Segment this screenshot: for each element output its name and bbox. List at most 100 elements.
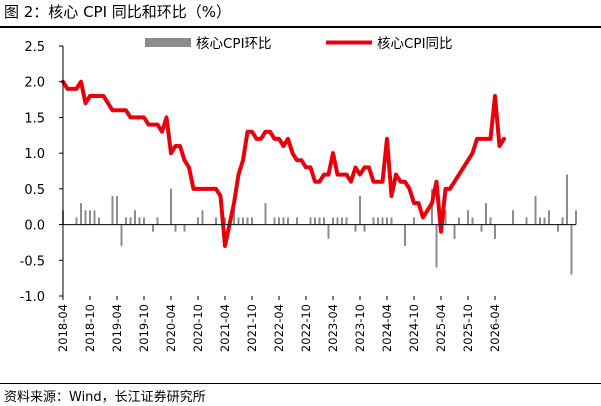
bar-mom — [386, 217, 388, 225]
bar-mom — [125, 217, 127, 225]
bar-mom — [557, 224, 559, 232]
bar-mom — [354, 224, 357, 232]
bar-mom — [273, 217, 276, 225]
bar-mom — [111, 196, 114, 225]
bar-mom — [201, 210, 204, 225]
bar-mom — [377, 217, 379, 225]
ticks-layer: 2.5 2.0 1.5 1.0 0.5 0.0 -0.5 -1.0 2018-04 2018-10… — [20, 40, 502, 352]
bar-mom — [170, 188, 172, 225]
legend: 核心CPI环比 核心CPI同比 — [145, 36, 453, 52]
line-yoy — [61, 79, 506, 248]
y-tick-label: 1.5 — [24, 111, 45, 126]
bar-mom — [525, 217, 528, 225]
bar-mom — [404, 224, 406, 246]
bar-mom — [246, 217, 249, 225]
bar-mom — [116, 196, 118, 225]
bar-mom — [98, 217, 100, 225]
x-tick-label: 2018-04 — [56, 304, 70, 352]
axes-layer — [62, 46, 576, 296]
bar-mom — [75, 217, 78, 225]
bar-mom — [381, 217, 384, 225]
bar-mom — [197, 217, 199, 225]
bar-mom — [278, 217, 280, 225]
bar-mom — [309, 217, 312, 225]
x-tick-label: 2022-10 — [299, 304, 313, 352]
bar-mom — [318, 217, 321, 225]
bar-mom — [485, 203, 487, 225]
bar-mom — [237, 217, 240, 225]
bar-mom — [215, 217, 217, 225]
bar-mom — [327, 224, 330, 239]
bar-mom — [120, 224, 123, 246]
legend-label-bar: 核心CPI环比 — [196, 36, 272, 52]
bar-mom — [264, 203, 267, 225]
bar-mom — [489, 217, 492, 225]
bar-mom — [224, 217, 226, 225]
x-tick-label: 2023-10 — [353, 304, 367, 352]
bar-mom — [359, 196, 361, 225]
x-tick-label: 2019-10 — [137, 304, 151, 352]
bar-mom — [296, 217, 298, 225]
bar-mom — [566, 174, 568, 225]
line-layer — [61, 79, 506, 248]
bar-mom — [242, 217, 244, 225]
x-tick-label: 2026-04 — [488, 304, 502, 352]
bar-mom — [548, 210, 550, 225]
bar-mom — [570, 224, 573, 275]
bar-mom — [453, 224, 456, 239]
bar-mom — [467, 210, 469, 225]
bar-mom — [363, 224, 366, 232]
y-tick-label: -0.5 — [20, 254, 45, 269]
bar-mom — [458, 217, 460, 225]
source-divider — [0, 383, 601, 384]
bar-mom — [134, 210, 136, 225]
bar-mom — [372, 217, 375, 225]
bar-mom — [129, 217, 132, 225]
bar-mom — [534, 196, 537, 225]
chart-title: 图 2：核心 CPI 同比和环比（%） — [4, 3, 232, 21]
bar-mom — [575, 210, 577, 225]
bar-mom — [282, 217, 285, 225]
bar-mom — [539, 217, 541, 225]
legend-swatch-bar — [145, 38, 191, 47]
x-tick-label: 2023-04 — [326, 304, 340, 352]
bar-mom — [152, 224, 154, 232]
bar-mom — [336, 217, 339, 225]
y-tick-label: 2.0 — [24, 76, 45, 91]
bar-mom — [323, 217, 325, 225]
bar-mom — [512, 210, 514, 225]
bar-mom — [80, 203, 82, 225]
source-note: 资料来源：Wind，长江证券研究所 — [4, 390, 206, 405]
x-tick-label: 2021-04 — [218, 304, 232, 352]
legend-label-line: 核心CPI同比 — [377, 36, 453, 52]
bar-mom — [471, 217, 474, 225]
bar-mom — [89, 210, 91, 225]
x-tick-label: 2020-10 — [191, 304, 205, 352]
title-underline — [0, 26, 601, 28]
x-tick-label: 2024-04 — [380, 304, 394, 352]
bar-mom — [84, 210, 87, 225]
bar-mom — [93, 210, 96, 225]
x-tick-label: 2019-04 — [110, 304, 124, 352]
bar-mom — [444, 210, 447, 225]
bar-mom — [314, 217, 316, 225]
bar-mom — [435, 224, 438, 268]
bar-mom — [287, 217, 289, 225]
bar-mom — [174, 224, 177, 232]
bar-mom — [183, 224, 186, 232]
bar-mom — [332, 217, 334, 225]
bar-mom — [390, 217, 393, 225]
y-tick-label: 2.5 — [24, 40, 45, 55]
bar-mom — [494, 224, 496, 239]
bars-layer — [62, 174, 577, 275]
bar-mom — [345, 217, 348, 225]
bar-mom — [561, 217, 564, 225]
y-tick-label: -1.0 — [20, 290, 45, 305]
bar-mom — [156, 217, 159, 225]
bar-mom — [251, 217, 253, 225]
chart-svg: 2.5 2.0 1.5 1.0 0.5 0.0 -0.5 -1.0 2018-04 2018-10… — [20, 36, 577, 352]
bar-mom — [543, 217, 546, 225]
bar-mom — [143, 217, 145, 225]
x-tick-label: 2018-10 — [83, 304, 97, 352]
bar-mom — [480, 224, 483, 232]
